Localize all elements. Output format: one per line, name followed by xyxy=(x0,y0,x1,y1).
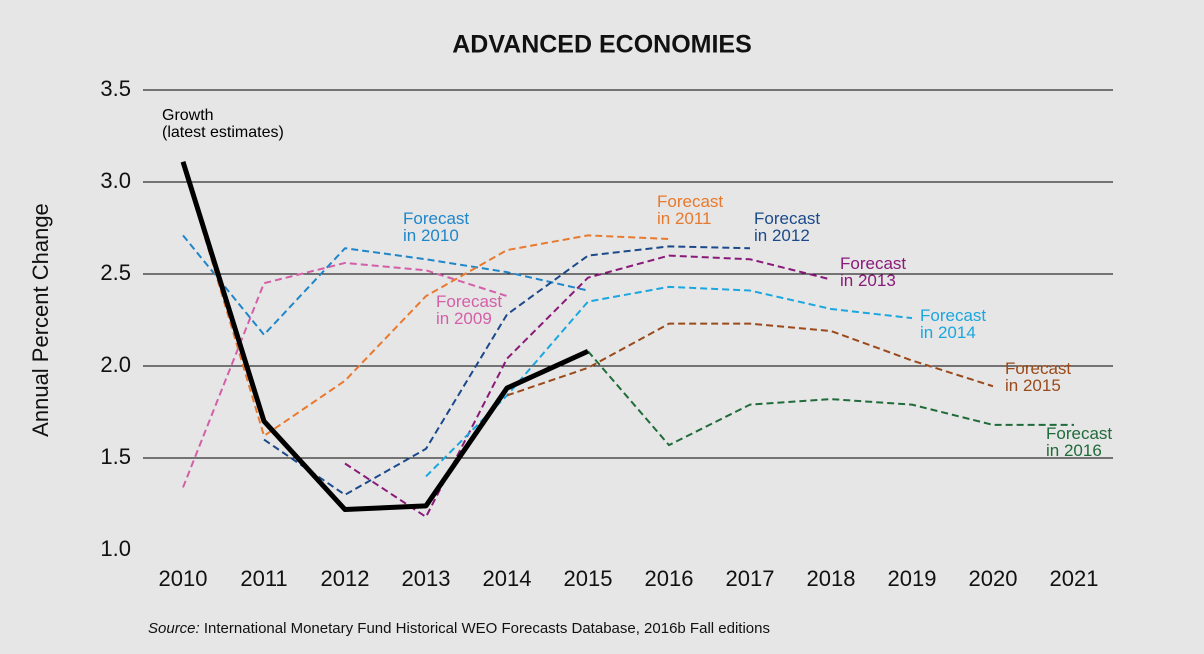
y-tick-label: 1.0 xyxy=(100,536,131,561)
x-tick-label: 2018 xyxy=(807,566,856,591)
series-label: Forecast in 2015 xyxy=(1005,359,1072,395)
x-tick-label: 2010 xyxy=(159,566,208,591)
chart-title: ADVANCED ECONOMIES xyxy=(452,31,752,59)
series-label: Forecast in 2013 xyxy=(840,254,907,290)
y-tick-label: 2.5 xyxy=(100,260,131,285)
series-label: Growth (latest estimates) xyxy=(162,107,284,141)
series-line xyxy=(182,234,589,336)
series-line xyxy=(344,254,832,518)
x-tick-label: 2021 xyxy=(1050,566,1099,591)
series-line xyxy=(506,322,994,397)
series-label: Forecast in 2009 xyxy=(436,292,503,328)
x-tick-label: 2012 xyxy=(321,566,370,591)
source-text: International Monetary Fund Historical W… xyxy=(199,620,770,637)
series-line xyxy=(587,350,1074,447)
y-tick-label: 2.0 xyxy=(100,352,131,377)
series-label: Forecast in 2016 xyxy=(1046,424,1113,460)
series-label: Forecast in 2014 xyxy=(920,306,987,342)
series-line xyxy=(182,261,508,488)
x-tick-label: 2019 xyxy=(888,566,937,591)
y-tick-label: 3.5 xyxy=(100,76,131,101)
series-line xyxy=(263,245,751,496)
series-label: Forecast in 2010 xyxy=(403,209,470,245)
x-tick-label: 2017 xyxy=(726,566,775,591)
x-tick-label: 2015 xyxy=(564,566,613,591)
x-tick-label: 2013 xyxy=(402,566,451,591)
y-axis-label: Annual Percent Change xyxy=(28,203,53,437)
source-label: Source: xyxy=(148,620,200,637)
x-tick-label: 2014 xyxy=(483,566,532,591)
x-tick-label: 2020 xyxy=(969,566,1018,591)
y-tick-label: 3.0 xyxy=(100,168,131,193)
series-line xyxy=(180,161,590,513)
source: Source: International Monetary Fund Hist… xyxy=(148,620,770,637)
series-label: Forecast in 2012 xyxy=(754,209,821,245)
series-label: Forecast in 2011 xyxy=(657,192,724,228)
y-tick-label: 1.5 xyxy=(100,444,131,469)
x-tick-label: 2016 xyxy=(645,566,694,591)
x-tick-label: 2011 xyxy=(240,566,287,591)
series-line xyxy=(182,163,670,437)
